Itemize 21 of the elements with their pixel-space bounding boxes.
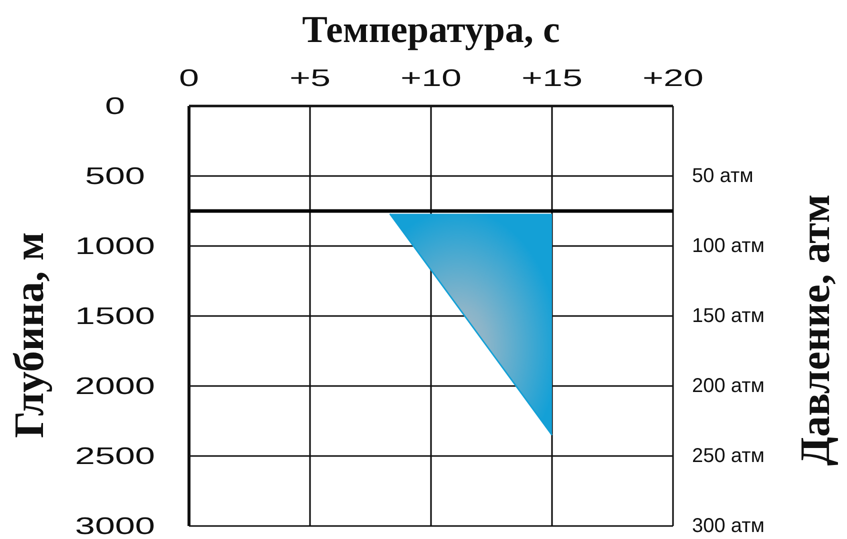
y-tick-label: 2000 [74,372,156,400]
x-tick-label: +10 [400,64,462,92]
y2-tick-label: 250 атм [692,445,765,467]
x-axis-title: Температура, с [302,9,560,51]
y-tick-label: 1500 [74,302,156,330]
x-tick-label: +15 [521,64,583,92]
y2-tick-label: 100 атм [692,235,765,257]
y-tick-label: 500 [84,162,146,190]
y-tick-label: 0 [104,92,126,120]
x-tick-label: 0 [178,64,200,92]
y2-tick-label: 150 атм [692,305,765,327]
y-tick-label: 3000 [74,512,156,539]
y-tick-label: 1000 [74,232,156,260]
y2-tick-label: 200 атм [692,375,765,397]
y2-tick-label: 300 атм [692,515,765,537]
x-tick-label: +5 [289,64,331,92]
y2-axis-title: Давление, атм [793,194,839,466]
x-tick-label: +20 [642,64,704,92]
y2-tick-label: 50 атм [692,165,754,187]
y-axis-title: Глубина, м [7,232,53,438]
y-tick-label: 2500 [74,442,156,470]
